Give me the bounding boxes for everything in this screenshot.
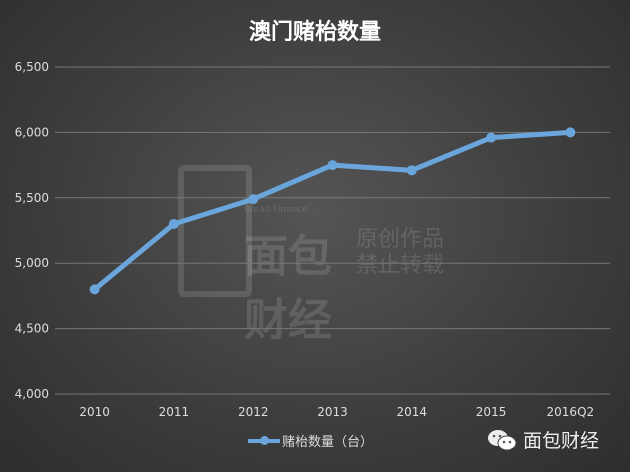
y-tick-label: 5,000	[15, 256, 49, 270]
legend-label: 赌枱数量（台）	[282, 435, 374, 450]
y-tick-label: 6,000	[15, 125, 49, 139]
watermark-line1: 原创作品	[356, 227, 445, 252]
data-point	[327, 160, 338, 171]
x-tick-label: 2015	[476, 405, 507, 419]
x-tick-label: 2013	[317, 405, 348, 419]
watermark-logo	[178, 165, 252, 297]
data-point	[168, 218, 179, 229]
data-point	[248, 194, 259, 205]
x-tick-label: 2016Q2	[547, 405, 595, 419]
legend-swatch	[248, 435, 280, 445]
series-line	[93, 129, 571, 292]
y-tick-label: 4,000	[15, 387, 49, 401]
data-point	[89, 284, 100, 295]
brand: 面包财经	[487, 426, 599, 453]
watermark-small: Bread Finance	[244, 205, 308, 215]
watermark-big: 面包财经	[244, 231, 332, 346]
y-tick-label: 4,500	[15, 322, 49, 336]
watermark-line2: 禁止转载	[356, 253, 445, 278]
x-tick-label: 2011	[159, 405, 190, 419]
wechat-icon	[488, 429, 517, 450]
data-point	[565, 127, 576, 138]
x-tick-label: 2014	[397, 405, 428, 419]
data-point	[406, 165, 417, 176]
x-tick-label: 2010	[79, 405, 110, 419]
watermark-text: 原创作品 禁止转载	[356, 227, 456, 279]
legend: 赌枱数量（台）	[248, 431, 373, 450]
y-tick-label: 5,500	[15, 191, 49, 205]
brand-label: 面包财经	[523, 430, 600, 452]
chart-title: 澳门赌枱数量	[248, 20, 381, 45]
y-tick-label: 6,500	[15, 60, 49, 74]
data-point	[486, 132, 497, 143]
x-tick-label: 2012	[238, 405, 269, 419]
